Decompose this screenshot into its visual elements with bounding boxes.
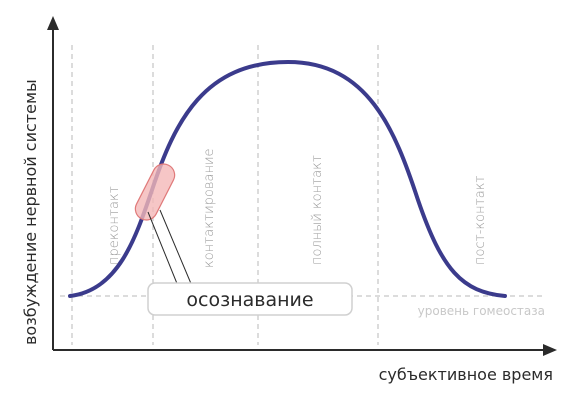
phase-label-full-contact: полный контакт bbox=[310, 155, 325, 265]
x-axis-label: субъективное время bbox=[379, 365, 553, 384]
y-axis-arrow bbox=[47, 16, 59, 30]
callout-pointer-2 bbox=[159, 209, 193, 287]
phase-label-post-contact: пост-контакт bbox=[473, 175, 488, 265]
callout-pointer-1 bbox=[147, 211, 179, 287]
phase-label-contacting: контактирование bbox=[202, 148, 217, 268]
callout-box bbox=[147, 282, 353, 316]
callout-label: осознавание bbox=[186, 289, 313, 311]
awareness-highlight bbox=[134, 163, 176, 221]
y-axis-label: возбуждение нервной системы bbox=[21, 79, 40, 345]
phase-label-precontact: преконтакт bbox=[107, 186, 122, 265]
excitation-curve bbox=[68, 59, 507, 298]
homeostasis-label: уровень гомеостаза bbox=[418, 304, 545, 318]
x-axis-arrow bbox=[543, 344, 557, 356]
